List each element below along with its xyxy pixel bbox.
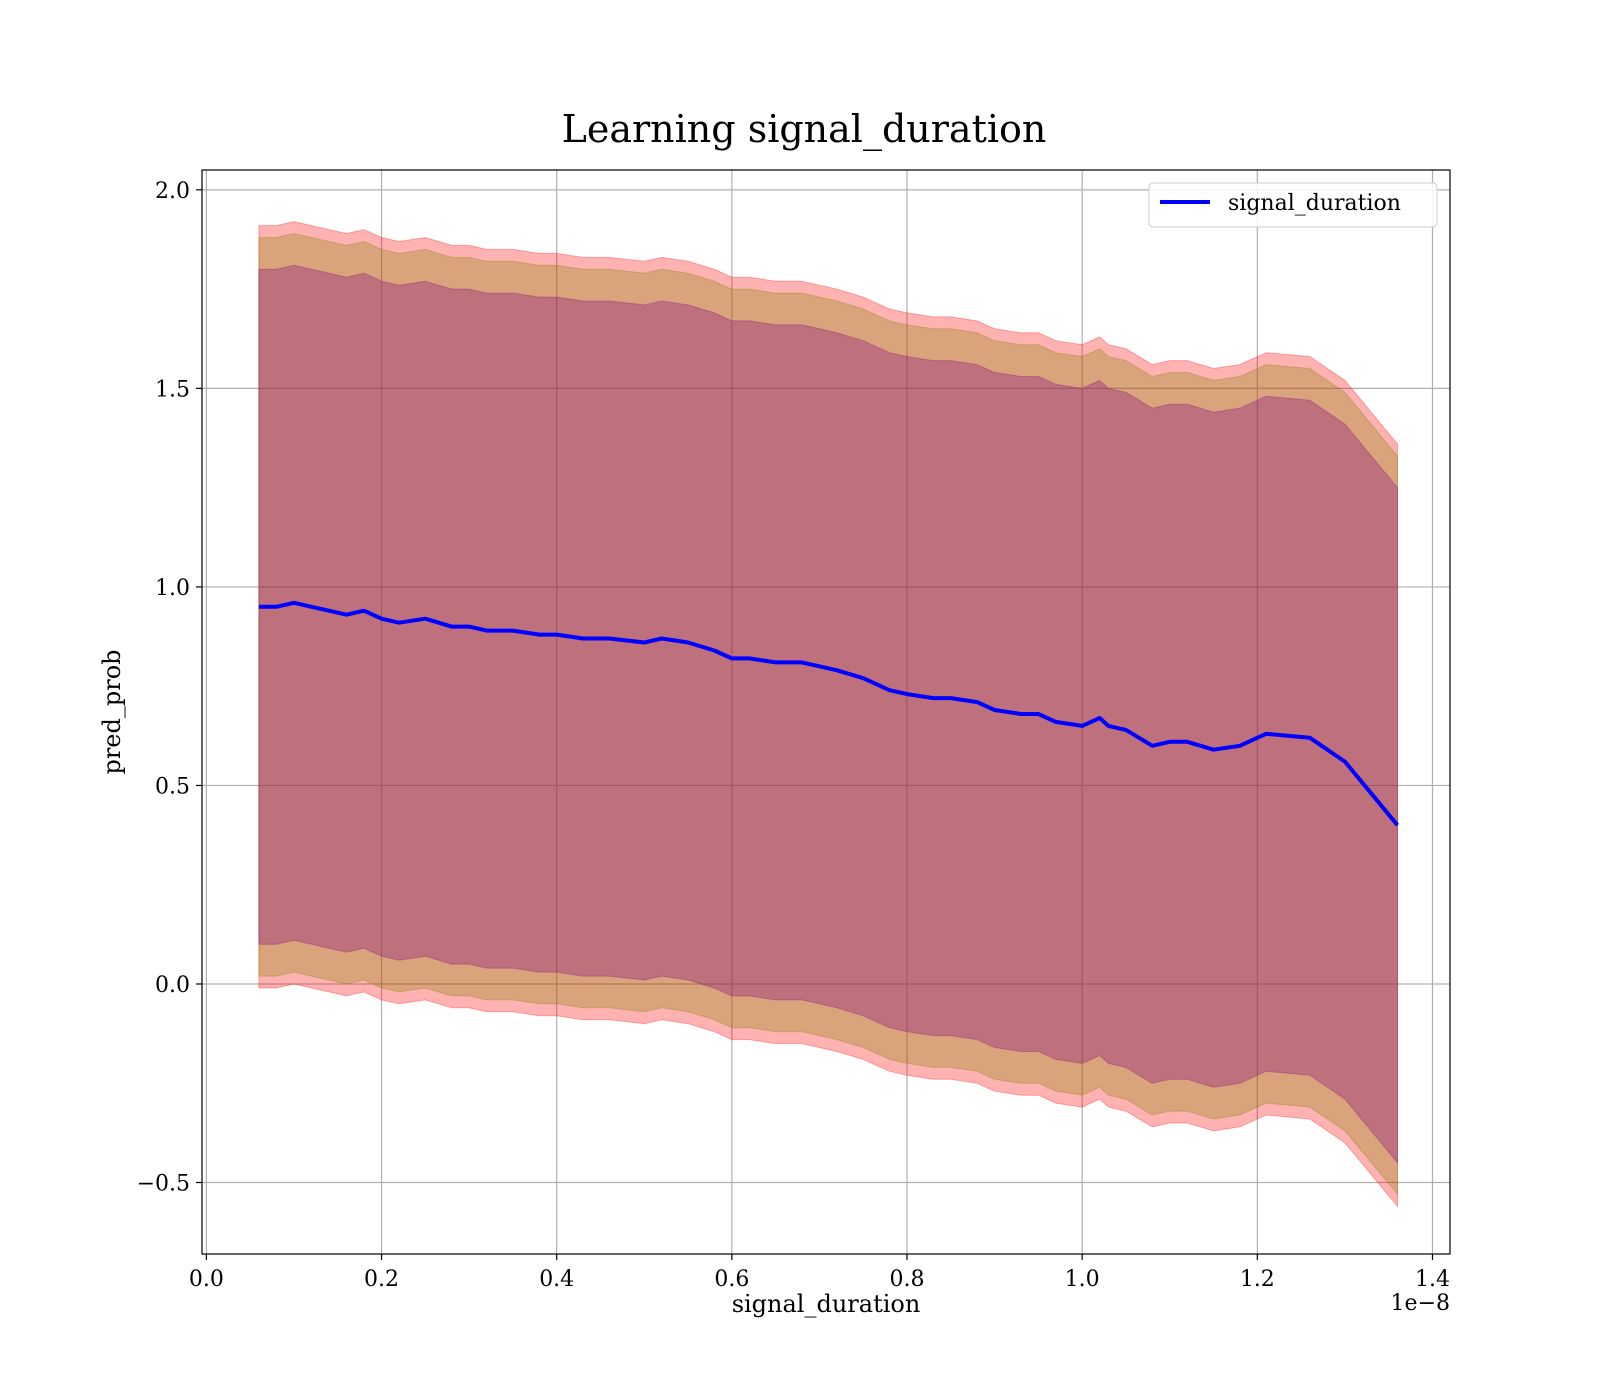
x-tick-label: 0.4: [539, 1267, 574, 1292]
legend-label-signal-duration: signal_duration: [1228, 191, 1401, 216]
series-line-signal-duration: [258, 600, 1400, 827]
band-inner: [258, 264, 1398, 1165]
y-axis-ticks: −0.5 0.0 0.5 1.0 1.5 2.0: [137, 179, 202, 1197]
plot-frame: [201, 169, 1451, 1255]
x-axis-label: signal_duration: [732, 1290, 921, 1318]
y-tick-label: 1.5: [155, 377, 190, 402]
confidence-bands: [258, 221, 1398, 1208]
x-tick-label: 1.0: [1065, 1267, 1100, 1292]
band-outer: [258, 221, 1398, 1208]
x-axis-offset-text: 1e−8: [1391, 1291, 1450, 1316]
x-tick-label: 0.8: [890, 1267, 925, 1292]
y-tick-label: −0.5: [137, 1172, 190, 1197]
x-tick-label: 0.6: [714, 1267, 749, 1292]
x-tick-label: 1.2: [1240, 1267, 1275, 1292]
x-axis-ticks: 0.0 0.2 0.4 0.6 0.8 1.0 1.2 1.4: [189, 1254, 1450, 1292]
legend: signal_duration: [1148, 182, 1438, 228]
y-tick-label: 1.0: [155, 576, 190, 601]
y-axis-label: pred_prob: [98, 649, 126, 774]
y-tick-label: 0.5: [155, 774, 190, 799]
x-tick-label: 0.2: [364, 1267, 399, 1292]
x-tick-label: 1.4: [1415, 1267, 1450, 1292]
legend-box: [1148, 182, 1438, 228]
series-lines: [258, 600, 1400, 827]
band-middle: [258, 232, 1398, 1196]
x-tick-label: 0.0: [189, 1267, 224, 1292]
chart-title: Learning signal_duration: [562, 107, 1047, 152]
y-tick-label: 2.0: [155, 179, 190, 204]
y-tick-label: 0.0: [155, 973, 190, 998]
